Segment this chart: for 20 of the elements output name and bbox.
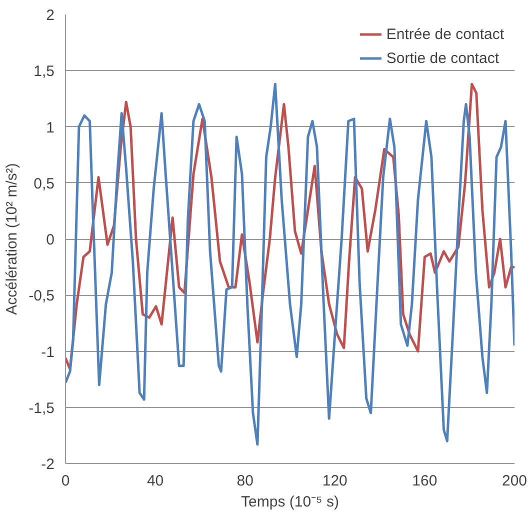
y-tick-label: -1 xyxy=(41,344,55,361)
y-tick-label: 2 xyxy=(46,7,54,24)
x-tick-label: 40 xyxy=(146,472,164,490)
x-tick-label: 200 xyxy=(502,472,528,490)
y-tick-label: -0,5 xyxy=(28,288,55,305)
y-axis-title: Accélération (10² m/s²) xyxy=(4,163,21,315)
x-tick-label: 160 xyxy=(412,472,438,490)
legend-label: Entrée de contact xyxy=(386,26,504,42)
y-tick-label: 0,5 xyxy=(34,175,55,192)
y-tick-label: -1,5 xyxy=(28,400,55,417)
x-tick-label: 120 xyxy=(322,472,348,490)
legend-label: Sortie de contact xyxy=(386,50,499,66)
x-tick-label: 0 xyxy=(61,472,70,490)
y-tick-label: 1,5 xyxy=(34,63,55,80)
y-tick-label: 0 xyxy=(46,232,54,248)
y-tick-label: -2 xyxy=(41,456,55,473)
x-tick-label: 80 xyxy=(236,472,254,490)
line-series xyxy=(66,82,514,446)
x-axis-title: Temps (10⁻⁵ s) xyxy=(241,494,339,510)
y-tick-label: 1 xyxy=(46,119,54,136)
